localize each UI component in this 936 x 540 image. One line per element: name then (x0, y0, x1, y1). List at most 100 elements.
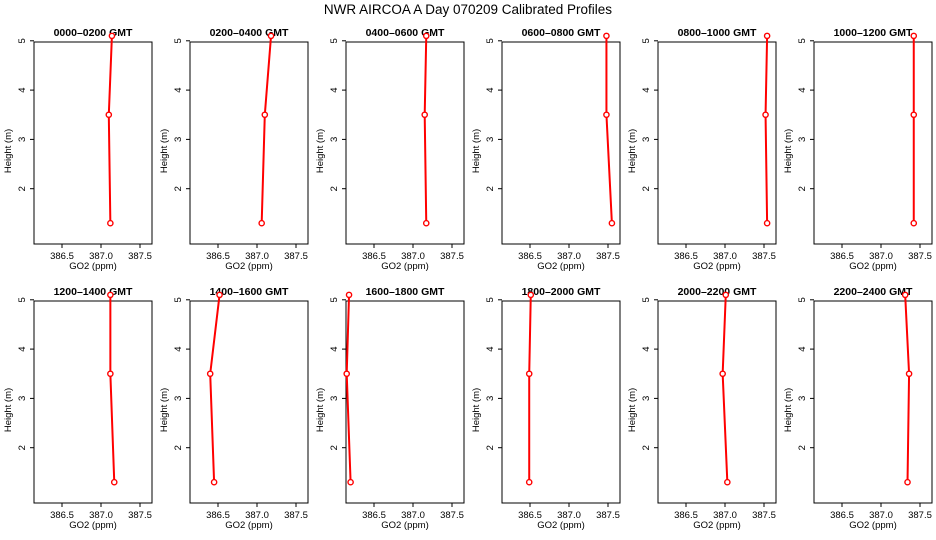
y-tick-label: 5 (17, 38, 28, 43)
y-axis-label: Height (m) (783, 388, 794, 432)
y-tick-label: 2 (329, 186, 340, 191)
panel-6: 1000–1200 GMT 386.5 387.0 387.5 2 3 4 5 GO2 (ppm… (783, 27, 933, 272)
y-tick-label: 2 (485, 186, 496, 191)
data-point (267, 32, 275, 40)
y-tick-label: 5 (641, 297, 652, 302)
x-tick-label: 386.5 (362, 251, 386, 262)
data-point (901, 291, 909, 299)
data-point (206, 370, 214, 378)
x-tick-label: 387.5 (752, 510, 776, 521)
x-tick-label: 387.0 (713, 510, 737, 521)
y-tick-label: 2 (329, 445, 340, 450)
data-point (910, 219, 918, 227)
data-point (527, 291, 535, 299)
y-tick-label: 4 (17, 346, 28, 351)
data-point (762, 111, 769, 119)
y-tick-label: 2 (173, 186, 184, 191)
plot-frame (657, 41, 777, 245)
profile-line (528, 294, 532, 483)
panel-1: 0000–0200 GMT 386.5 387.0 387.5 2 3 4 5 GO2 (ppm… (3, 27, 153, 272)
x-tick-label: 387.5 (128, 510, 152, 521)
data-point (261, 111, 269, 119)
data-point (724, 478, 731, 486)
panel-title: 0000–0200 GMT (54, 27, 133, 39)
panel-8: 1400–1600 GMT 386.5 387.0 387.5 2 3 4 5 GO2 (ppm… (159, 286, 309, 531)
x-axis-label: GO2 (ppm) (537, 261, 585, 272)
x-tick-label: 387.5 (596, 510, 620, 521)
x-tick-label: 386.5 (362, 510, 386, 521)
x-tick-label: 387.0 (869, 251, 893, 262)
data-point (910, 32, 918, 40)
y-axis-label: Height (m) (783, 129, 794, 173)
y-tick-label: 3 (17, 396, 28, 401)
x-axis-label: GO2 (ppm) (693, 520, 741, 531)
data-point (763, 219, 771, 227)
panel-title: 1000–1200 GMT (834, 27, 913, 39)
profile-line (345, 294, 352, 483)
x-tick-label: 386.5 (674, 251, 698, 262)
y-tick-label: 4 (797, 87, 808, 92)
x-axis-label: GO2 (ppm) (225, 520, 273, 531)
data-point (910, 111, 918, 119)
x-tick-label: 386.5 (50, 251, 74, 262)
y-tick-label: 4 (329, 87, 340, 92)
plot-frame (189, 41, 309, 245)
x-tick-label: 387.5 (440, 251, 464, 262)
data-point (905, 370, 913, 378)
x-tick-label: 387.0 (869, 510, 893, 521)
y-tick-label: 4 (173, 346, 184, 351)
data-point (603, 111, 610, 119)
x-axis-label: GO2 (ppm) (225, 261, 273, 272)
y-tick-label: 5 (329, 297, 340, 302)
profile-line (109, 294, 116, 483)
x-axis-label: GO2 (ppm) (69, 520, 117, 531)
data-point (107, 370, 114, 378)
panel-title: 1200–1400 GMT (54, 286, 133, 298)
profile-line (107, 35, 113, 224)
panel-title: 1600–1800 GMT (366, 286, 445, 298)
data-point (347, 478, 354, 486)
plot-frame (345, 41, 465, 245)
panel-title: 0800–1000 GMT (678, 27, 757, 39)
y-tick-label: 3 (797, 137, 808, 142)
data-point (105, 111, 113, 119)
y-tick-label: 3 (797, 396, 808, 401)
x-tick-label: 387.5 (596, 251, 620, 262)
data-point (107, 291, 114, 299)
x-tick-label: 387.0 (401, 510, 425, 521)
y-tick-label: 4 (641, 87, 652, 92)
x-tick-label: 386.5 (206, 251, 230, 262)
panel-title: 0600–0800 GMT (522, 27, 601, 39)
plot-frame (33, 41, 153, 245)
plot-frame (189, 300, 309, 504)
y-tick-label: 3 (173, 137, 184, 142)
panel-7: 1200–1400 GMT 386.5 387.0 387.5 2 3 4 5 GO2 (ppm… (3, 286, 153, 531)
data-point (525, 370, 533, 378)
data-point (525, 478, 533, 486)
y-tick-label: 3 (641, 396, 652, 401)
plot-frame (657, 300, 777, 504)
x-axis-label: GO2 (ppm) (693, 261, 741, 272)
y-axis-label: Height (m) (627, 129, 638, 173)
x-tick-label: 387.0 (89, 510, 113, 521)
x-tick-label: 387.5 (908, 251, 932, 262)
data-point (345, 291, 353, 299)
data-point (422, 32, 430, 40)
y-tick-label: 4 (17, 87, 28, 92)
x-tick-label: 387.0 (401, 251, 425, 262)
y-tick-label: 4 (797, 346, 808, 351)
y-tick-label: 5 (173, 38, 184, 43)
y-tick-label: 4 (641, 346, 652, 351)
y-tick-label: 5 (641, 38, 652, 43)
x-tick-label: 386.5 (50, 510, 74, 521)
profile-line (209, 294, 221, 483)
profile-line (764, 35, 769, 224)
profile-line (423, 35, 428, 224)
y-axis-label: Height (m) (3, 388, 14, 432)
x-axis-label: GO2 (ppm) (537, 520, 585, 531)
x-axis-label: GO2 (ppm) (69, 261, 117, 272)
x-tick-label: 386.5 (518, 510, 542, 521)
y-tick-label: 5 (485, 38, 496, 43)
data-point (603, 32, 610, 40)
